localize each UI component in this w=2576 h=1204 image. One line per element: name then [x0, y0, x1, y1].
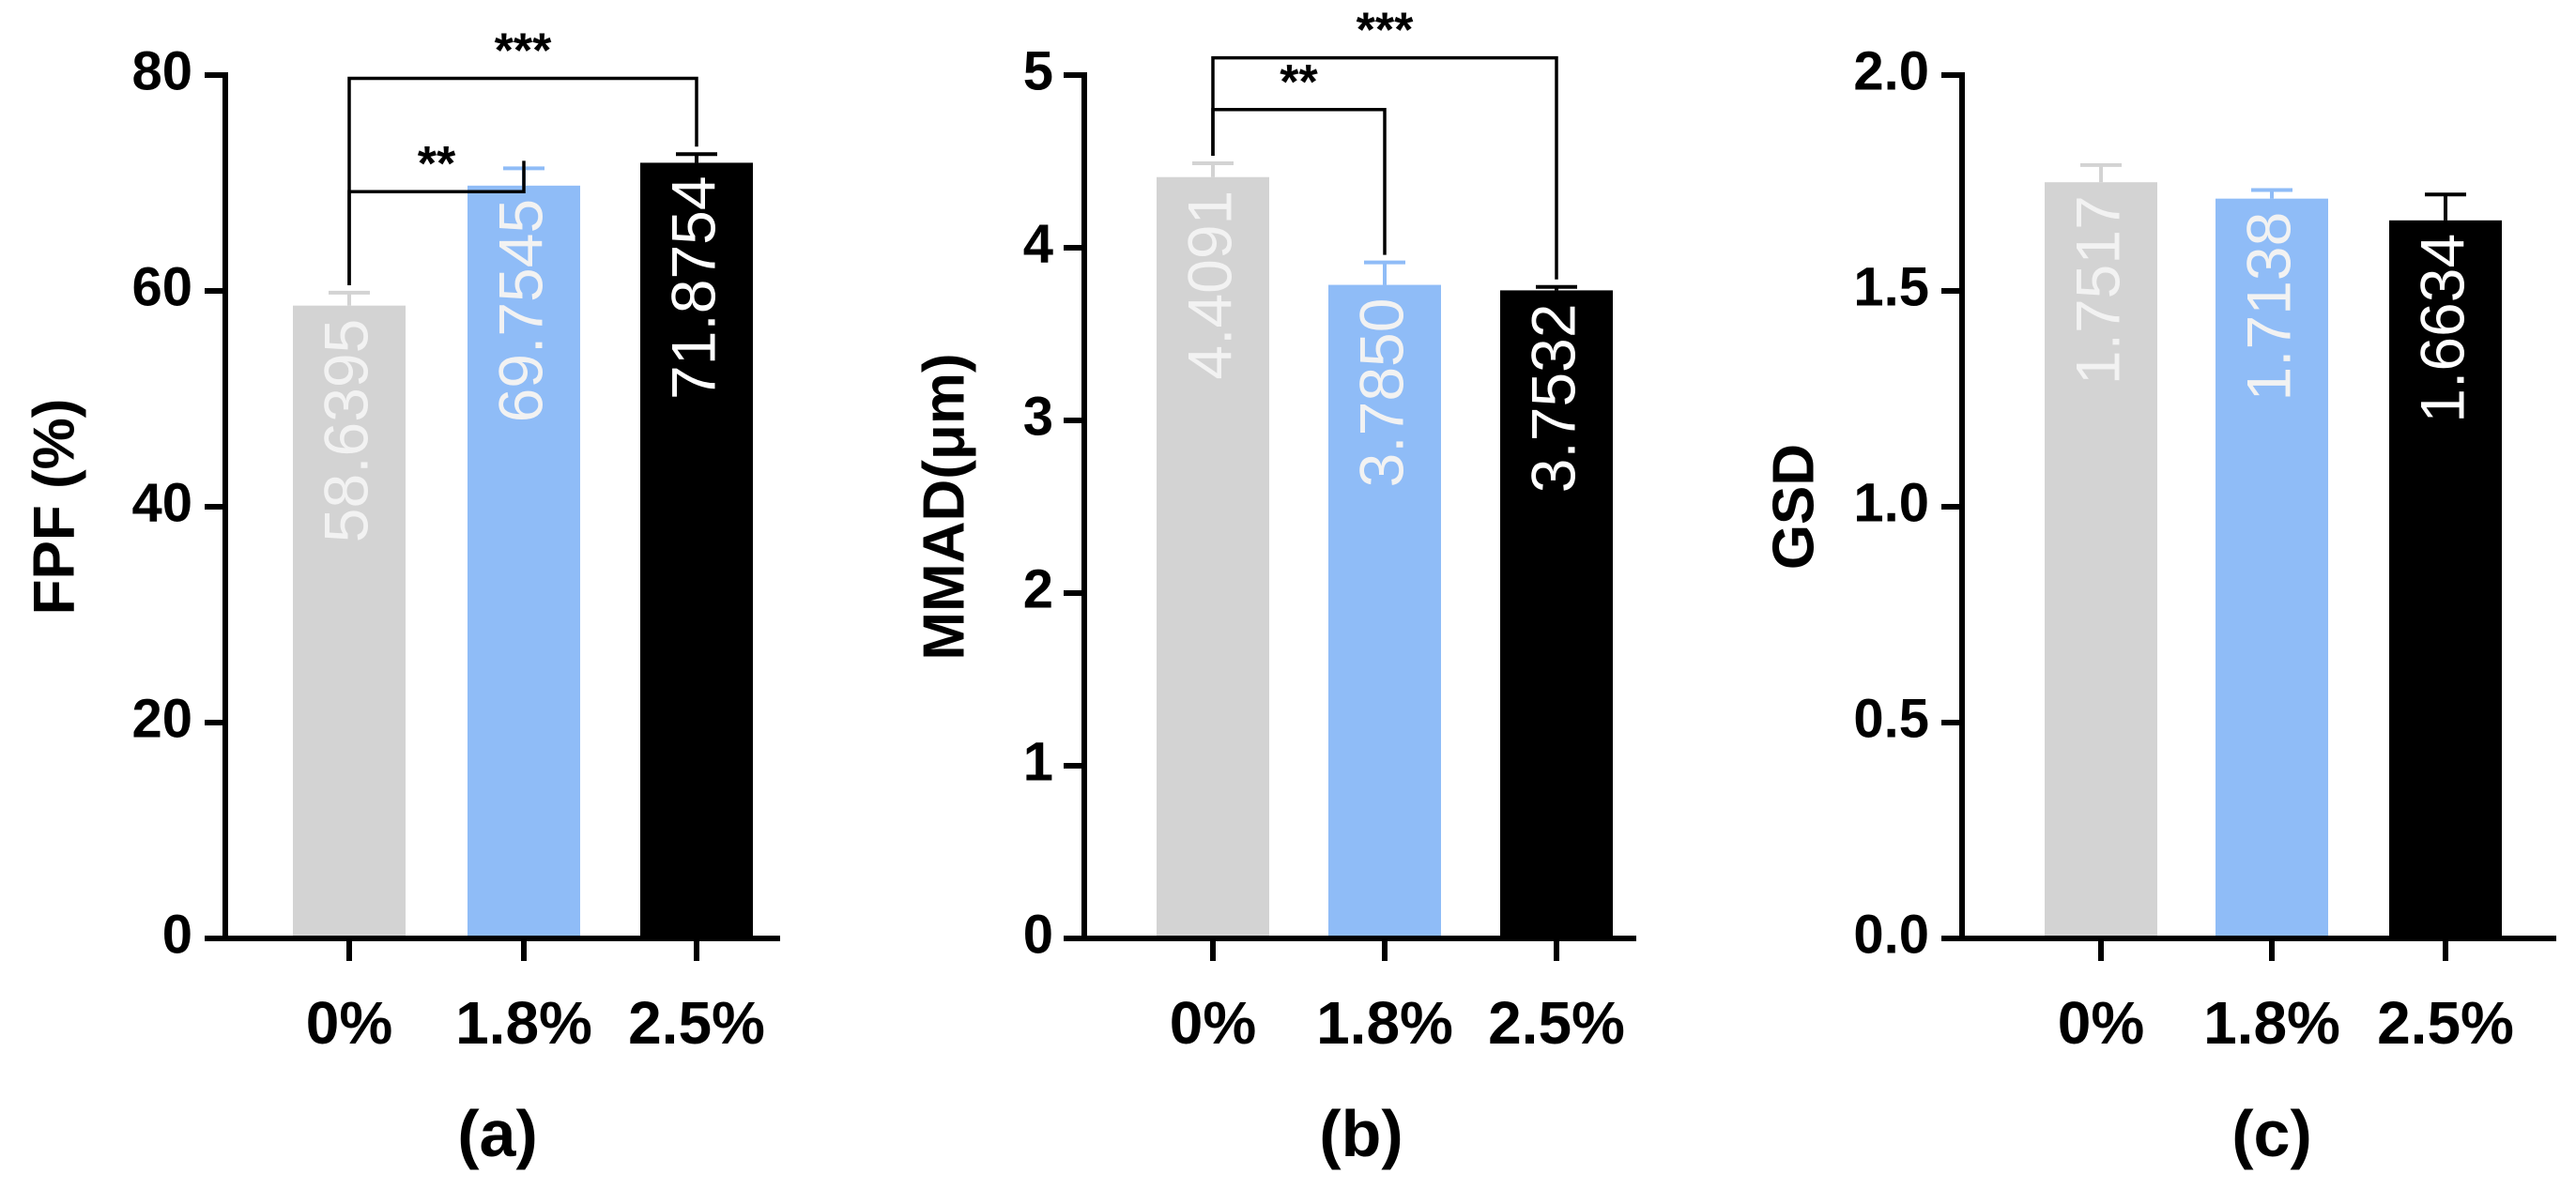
bar	[1328, 284, 1441, 938]
x-tick-label: 2.5%	[1488, 989, 1625, 1057]
bar	[2216, 198, 2328, 939]
y-axis-title: MMAD(μm)	[912, 353, 976, 660]
bar-value-label: 1.6634	[2407, 234, 2476, 423]
y-tick-label: 60	[131, 256, 192, 317]
x-tick-label: 2.5%	[628, 989, 765, 1057]
y-tick-label: 1.5	[1853, 256, 1929, 317]
bar	[1500, 290, 1613, 938]
chart-panel-3: 1.7517 1.7138 1.6634 0.0 0.5 1.0 1.5 2.0 0% 1.8% 2…	[1761, 40, 2556, 1170]
y-tick-label: 80	[131, 40, 192, 101]
y-tick-label: 1	[1023, 731, 1053, 792]
bar-value-label: 3.7850	[1346, 298, 1416, 488]
y-tick-label: 2.0	[1853, 40, 1929, 101]
bar-value-label: 3.7532	[1518, 303, 1587, 493]
bar	[1157, 176, 1269, 939]
x-tick-label: 1.8%	[1316, 989, 1453, 1057]
significance-label: **	[418, 137, 456, 191]
significance-label: **	[1280, 55, 1318, 110]
x-tick-label: 1.8%	[2203, 989, 2340, 1057]
panel-label: (a)	[457, 1097, 538, 1170]
x-tick-label: 2.5%	[2377, 989, 2514, 1057]
chart-panel-1: 58.6395 69.7545 71.8754 0 20 40 60 80 0% 1.8% 2.5%…	[22, 23, 780, 1170]
bar-value-label: 71.8754	[658, 175, 728, 400]
bar-value-label: 58.6395	[311, 319, 380, 543]
y-axis-title: FPF (%)	[22, 399, 86, 616]
y-tick-label: 0.0	[1853, 904, 1929, 965]
y-tick-label: 0	[162, 904, 192, 965]
significance-label: ***	[495, 23, 552, 78]
y-tick-label: 4	[1023, 213, 1053, 274]
y-tick-label: 3	[1023, 386, 1053, 447]
bar	[468, 185, 580, 939]
y-tick-label: 0	[1023, 904, 1053, 965]
significance-bracket	[1211, 55, 1558, 280]
significance-label: ***	[1357, 4, 1414, 58]
y-axis-title: GSD	[1761, 444, 1826, 570]
bar	[2389, 220, 2502, 938]
bar-value-label: 1.7138	[2233, 212, 2303, 402]
y-tick-label: 2	[1023, 558, 1053, 619]
x-tick-label: 0%	[1170, 989, 1257, 1057]
bar	[2045, 182, 2157, 938]
bar	[640, 162, 753, 938]
x-tick-label: 1.8%	[455, 989, 592, 1057]
y-tick-label: 0.5	[1853, 688, 1929, 749]
y-tick-label: 1.0	[1853, 472, 1929, 533]
chart-panel-2: 4.4091 3.7850 3.7532 0 1 2 3 4 5 0% 1.8% 2.5% MMAD(μ…	[912, 4, 1636, 1170]
bar-value-label: 69.7545	[485, 199, 555, 423]
bar-value-label: 4.4091	[1174, 191, 1244, 380]
significance-bracket	[347, 76, 698, 285]
x-tick-label: 0%	[306, 989, 393, 1057]
y-tick-label: 5	[1023, 40, 1053, 101]
y-tick-label: 20	[131, 688, 192, 749]
y-tick-label: 40	[131, 472, 192, 533]
x-tick-label: 0%	[2058, 989, 2145, 1057]
panel-label: (c)	[2231, 1097, 2312, 1170]
bar-value-label: 1.7517	[2062, 195, 2132, 385]
panel-label: (b)	[1319, 1097, 1403, 1170]
bar	[293, 305, 406, 938]
